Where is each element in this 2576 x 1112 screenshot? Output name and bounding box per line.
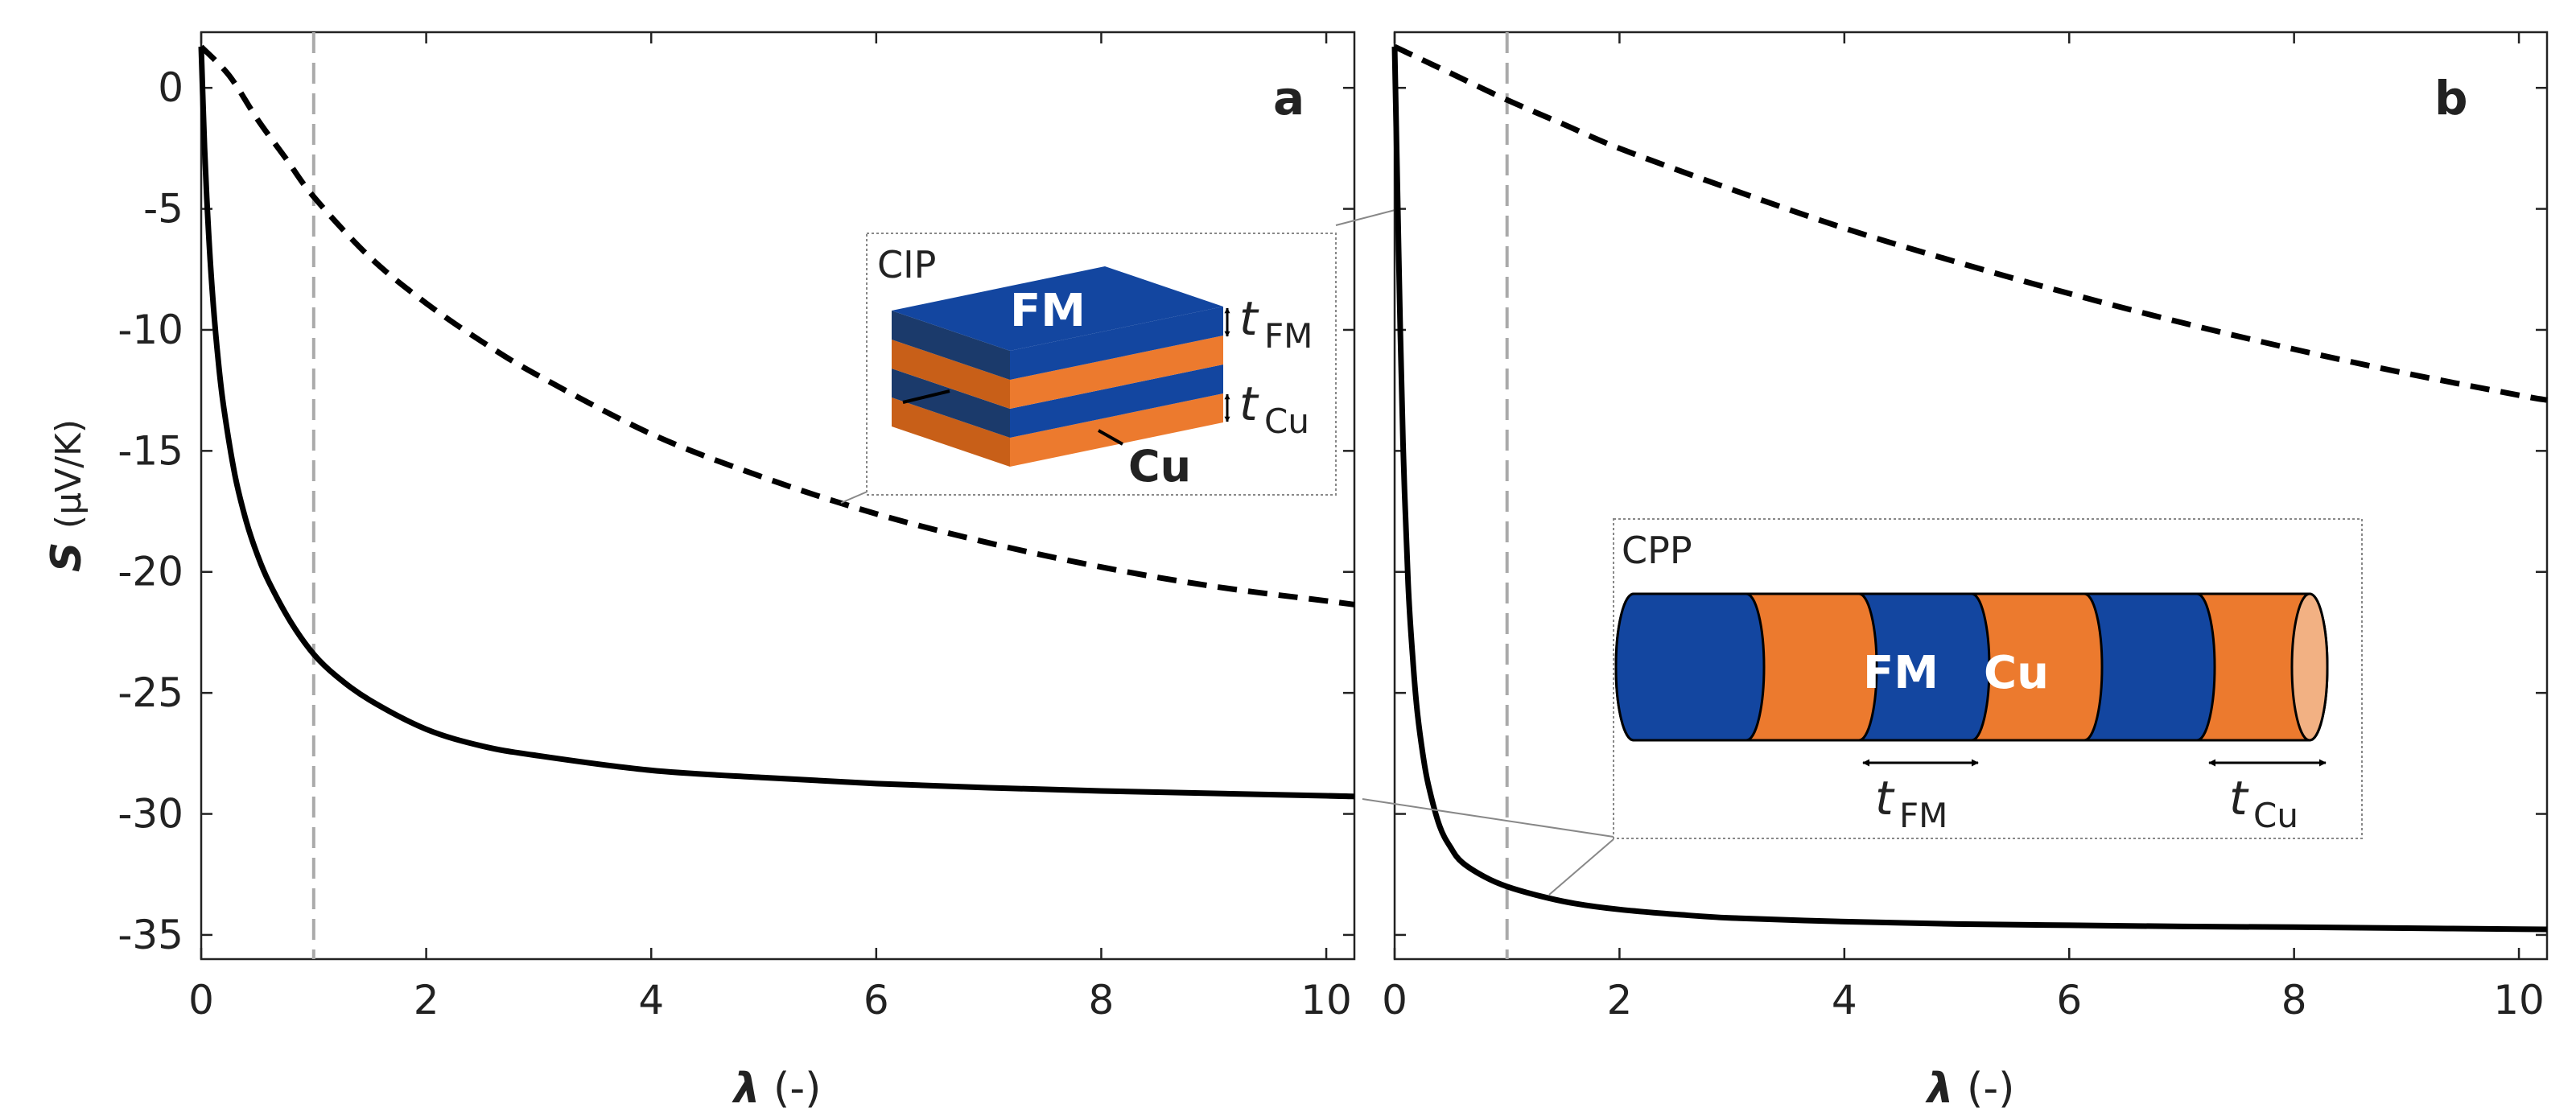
- y-tick-label: -35: [117, 912, 183, 958]
- x-tick-label-b: 0: [1382, 977, 1408, 1023]
- cip-layer-cu-upper-side: [1010, 336, 1223, 409]
- x-tick-label-b: 2: [1607, 977, 1633, 1023]
- cpp-tcu-sub: Cu: [2253, 796, 2298, 835]
- x-tick-label-b: 8: [2281, 977, 2307, 1023]
- cpp-cu-label: Cu: [1984, 647, 2049, 699]
- panel-label-b: b: [2434, 71, 2468, 126]
- y-tick-label: -15: [117, 427, 183, 474]
- cpp-segment-fm: [1614, 592, 1766, 742]
- y-axis-label: S (μV/K): [43, 419, 91, 572]
- x-tick-label-a: 0: [188, 977, 214, 1023]
- y-axis-spacer: [43, 529, 91, 542]
- y-tick-label: -10: [117, 307, 183, 353]
- x-axis-unit-a: (-): [773, 1065, 821, 1112]
- cpp-end-face: [2290, 592, 2329, 742]
- cpp-inset: CPP FM Cu t FM t Cu: [1613, 518, 2363, 839]
- cip-layer-fm-lower-front: [892, 369, 1010, 438]
- callout-line-b1: [1362, 798, 1614, 838]
- cip-tcu-sub: Cu: [1264, 402, 1309, 441]
- solid-curve-b: [1391, 46, 2548, 933]
- cip-inset: CIP FM Cu t FM t Cu: [866, 233, 1337, 496]
- y-tick-label: -5: [143, 186, 183, 233]
- cip-top-face: [892, 266, 1223, 351]
- cip-layer-fm-top-side: [1010, 307, 1223, 380]
- dashed-curve-b: [1393, 43, 2548, 403]
- x-tick-label-a: 4: [638, 977, 664, 1023]
- panel-label-a: a: [1273, 71, 1304, 126]
- cip-layer-fm-lower-side: [1010, 364, 1223, 438]
- callout-line-b2: [1548, 838, 1614, 896]
- x-tick-label-a: 8: [1089, 977, 1115, 1023]
- cip-fm-label: FM: [1010, 285, 1086, 337]
- ticks-a: 0 2 4 6 8 10 0 -5 -10 -15 -20 -25 -30 -35: [117, 32, 1354, 1023]
- cpp-left-cap: [1614, 592, 1634, 742]
- cip-layer-cu-bottom-front: [892, 397, 1010, 467]
- x-axis-symbol-a: λ: [732, 1065, 760, 1112]
- solid-curve-a: [198, 46, 1355, 800]
- x-tick-label-b: 4: [1832, 977, 1857, 1023]
- x-axis-symbol-b: λ: [1925, 1065, 1954, 1112]
- cpp-tfm-sub: FM: [1899, 796, 1947, 835]
- x-tick-label-a: 2: [414, 977, 439, 1023]
- x-axis-label-b: λ (-): [1925, 1065, 2015, 1112]
- panel-a: 0 2 4 6 8 10 0 -5 -10 -15 -20 -25 -30 -35 a CIP FM Cu: [43, 31, 1598, 1112]
- y-tick-label: -20: [117, 549, 183, 595]
- cip-cu-label: Cu: [1128, 441, 1191, 492]
- x-tick-label-a: 6: [863, 977, 889, 1023]
- x-tick-label-a: 10: [1300, 977, 1352, 1023]
- cpp-fm-label: FM: [1863, 647, 1939, 699]
- x-axis-unit-b: (-): [1967, 1065, 2014, 1112]
- y-axis-unit: (μV/K): [48, 419, 89, 529]
- cip-layer-fm-top-front: [892, 311, 1010, 380]
- y-tick-label: 0: [158, 64, 183, 111]
- cip-layer-cu-bottom-side: [1010, 393, 1223, 467]
- x-tick-label-b: 10: [2493, 977, 2545, 1023]
- cpp-tcu-t: t: [2229, 771, 2249, 826]
- cip-layer-cu-upper-front: [892, 340, 1010, 409]
- cip-tfm-t: t: [1239, 291, 1259, 346]
- cpp-cylinder: [1614, 592, 2329, 742]
- cip-pointer-inner: [902, 389, 950, 404]
- cpp-inset-title: CPP: [1622, 529, 1692, 572]
- y-tick-label: -25: [117, 669, 183, 716]
- y-tick-label: -30: [117, 791, 183, 838]
- y-axis-symbol: S: [43, 542, 91, 572]
- x-tick-label-b: 6: [2056, 977, 2082, 1023]
- cip-tcu-t: t: [1239, 377, 1259, 431]
- dashed-curve-a: [199, 44, 1355, 607]
- x-axis-label-a: λ (-): [732, 1065, 822, 1112]
- cip-inset-title: CIP: [877, 243, 936, 286]
- ticks-b: 0 2 4 6 8 10: [1382, 32, 2547, 1023]
- cip-tfm-sub: FM: [1264, 316, 1313, 356]
- x-axis-spacer-b: [1954, 1065, 1968, 1112]
- cpp-tfm-t: t: [1875, 771, 1895, 826]
- x-axis-spacer-a: [760, 1065, 774, 1112]
- panel-b: 0 2 4 6 8 10 b CPP FM Cu t FM t Cu λ (-): [1362, 31, 2549, 1112]
- cip-pointer-cu: [1098, 429, 1123, 446]
